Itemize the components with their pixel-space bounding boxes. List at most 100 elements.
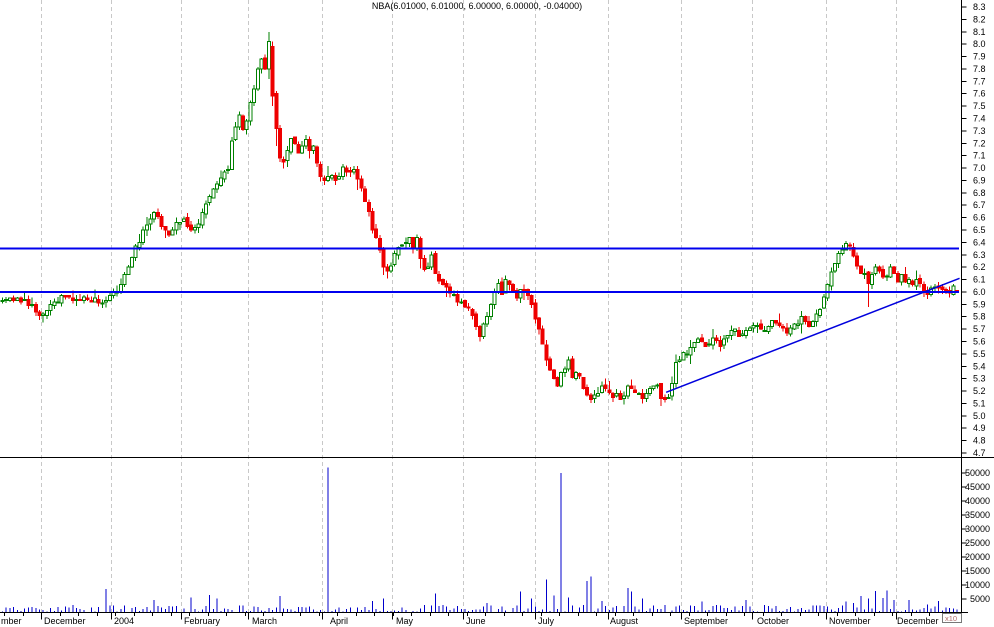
candle-up [518,288,523,299]
candle-up [0,300,5,303]
candle-up [907,279,911,284]
candle-down [163,225,168,231]
candle-up [692,342,697,349]
candle-up [52,301,57,307]
candle-up [751,324,756,329]
candle-up [818,308,823,316]
price-tick-label: 5.4 [973,361,986,371]
candle-up [352,168,356,173]
candle-up [130,256,134,268]
candle-down [33,303,38,313]
candle-up [744,329,749,336]
candle-down [474,313,479,328]
candle-down [333,174,338,181]
candle-down [315,146,319,164]
candle-up [340,166,345,178]
candle-up [884,275,889,278]
candle-up [810,321,815,328]
candle-up [107,295,112,302]
candle-up [126,266,131,276]
candle-up [389,265,393,272]
price-tick-label: 8.3 [973,2,986,12]
candle-down [437,274,442,282]
candle-up [873,266,878,274]
candle-up [141,229,146,243]
candle-up [392,253,397,266]
candle-down [463,300,467,308]
month-label: March [252,616,277,626]
candle-down [385,266,390,272]
candle-up [648,388,652,395]
candle-up [681,352,686,361]
candle-up [414,236,419,250]
candle-down [26,298,31,307]
volume-tick-label: 15000 [965,566,990,576]
candle-down [63,295,68,298]
candle-down [659,383,664,399]
candle-down [189,224,194,231]
candle-up [30,303,35,307]
candle-up [181,218,186,222]
candle-up [233,126,238,141]
price-tick-label: 6.5 [973,225,986,235]
candle-down [903,274,908,283]
candle-down [577,373,582,377]
candle-up [152,212,157,220]
candle-down [895,272,900,283]
candle-up [44,310,49,316]
candle-up [685,353,689,356]
month-label: February [184,616,221,626]
candle-down [603,384,608,390]
candle-up [200,212,205,226]
candle-down [877,266,882,272]
candle-up [192,227,197,231]
candle-up [403,241,408,245]
price-tick-label: 7.9 [973,52,986,62]
candle-down [270,46,275,97]
candle-down [581,376,586,390]
candle-up [755,324,760,328]
candle-up [562,368,567,373]
month-label: August [610,616,639,626]
volume-tick-label: 10000 [965,580,990,590]
candle-up [118,284,123,293]
candle-down [855,255,860,267]
candle-down [618,393,623,401]
candle-up [93,297,97,303]
price-tick-label: 6.3 [973,250,986,260]
month-label: May [396,616,414,626]
volume-tick-label: 45000 [965,482,990,492]
price-tick-label: 5.8 [973,312,986,322]
candle-up [303,139,308,147]
candlesticks [0,31,960,407]
candle-down [292,136,297,144]
candle-up [733,328,738,333]
candle-up [7,297,12,302]
candle-up [22,298,27,302]
price-tick-label: 5.9 [973,299,986,309]
candle-down [477,326,482,338]
candle-down [85,297,90,300]
uptrend-line[interactable] [665,277,960,393]
candle-up [770,319,775,328]
candle-down [781,326,786,329]
candle-down [640,393,645,399]
month-label: June [466,616,486,626]
price-tick-label: 6.0 [973,287,986,297]
candle-down [777,322,782,326]
candle-up [133,245,138,258]
candle-up [899,274,904,283]
candle-up [677,359,682,362]
price-tick-label: 7.1 [973,151,986,161]
candle-up [488,303,493,318]
candle-up [396,246,401,256]
candle-up [259,58,264,70]
month-label: December [897,616,939,626]
volume-tick-label: 50000 [965,468,990,478]
candle-up [625,385,630,397]
candle-down [466,306,471,309]
candle-up [870,274,874,286]
candle-down [241,115,245,131]
candle-down [773,319,778,324]
